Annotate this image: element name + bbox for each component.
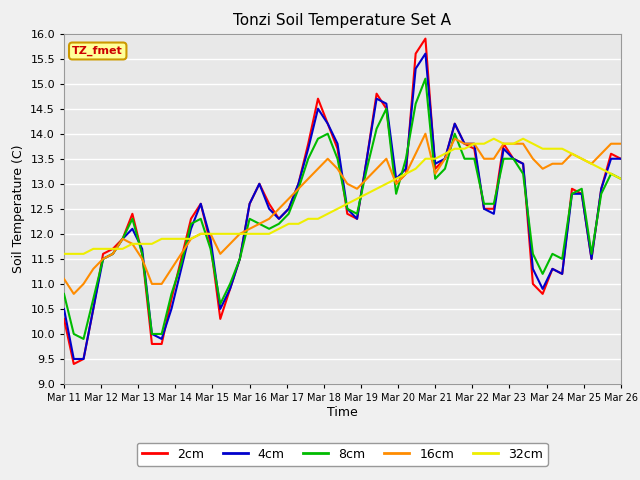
Legend: 2cm, 4cm, 8cm, 16cm, 32cm: 2cm, 4cm, 8cm, 16cm, 32cm (137, 443, 548, 466)
Text: TZ_fmet: TZ_fmet (72, 46, 123, 56)
X-axis label: Time: Time (327, 406, 358, 419)
Title: Tonzi Soil Temperature Set A: Tonzi Soil Temperature Set A (234, 13, 451, 28)
Y-axis label: Soil Temperature (C): Soil Temperature (C) (12, 144, 25, 273)
